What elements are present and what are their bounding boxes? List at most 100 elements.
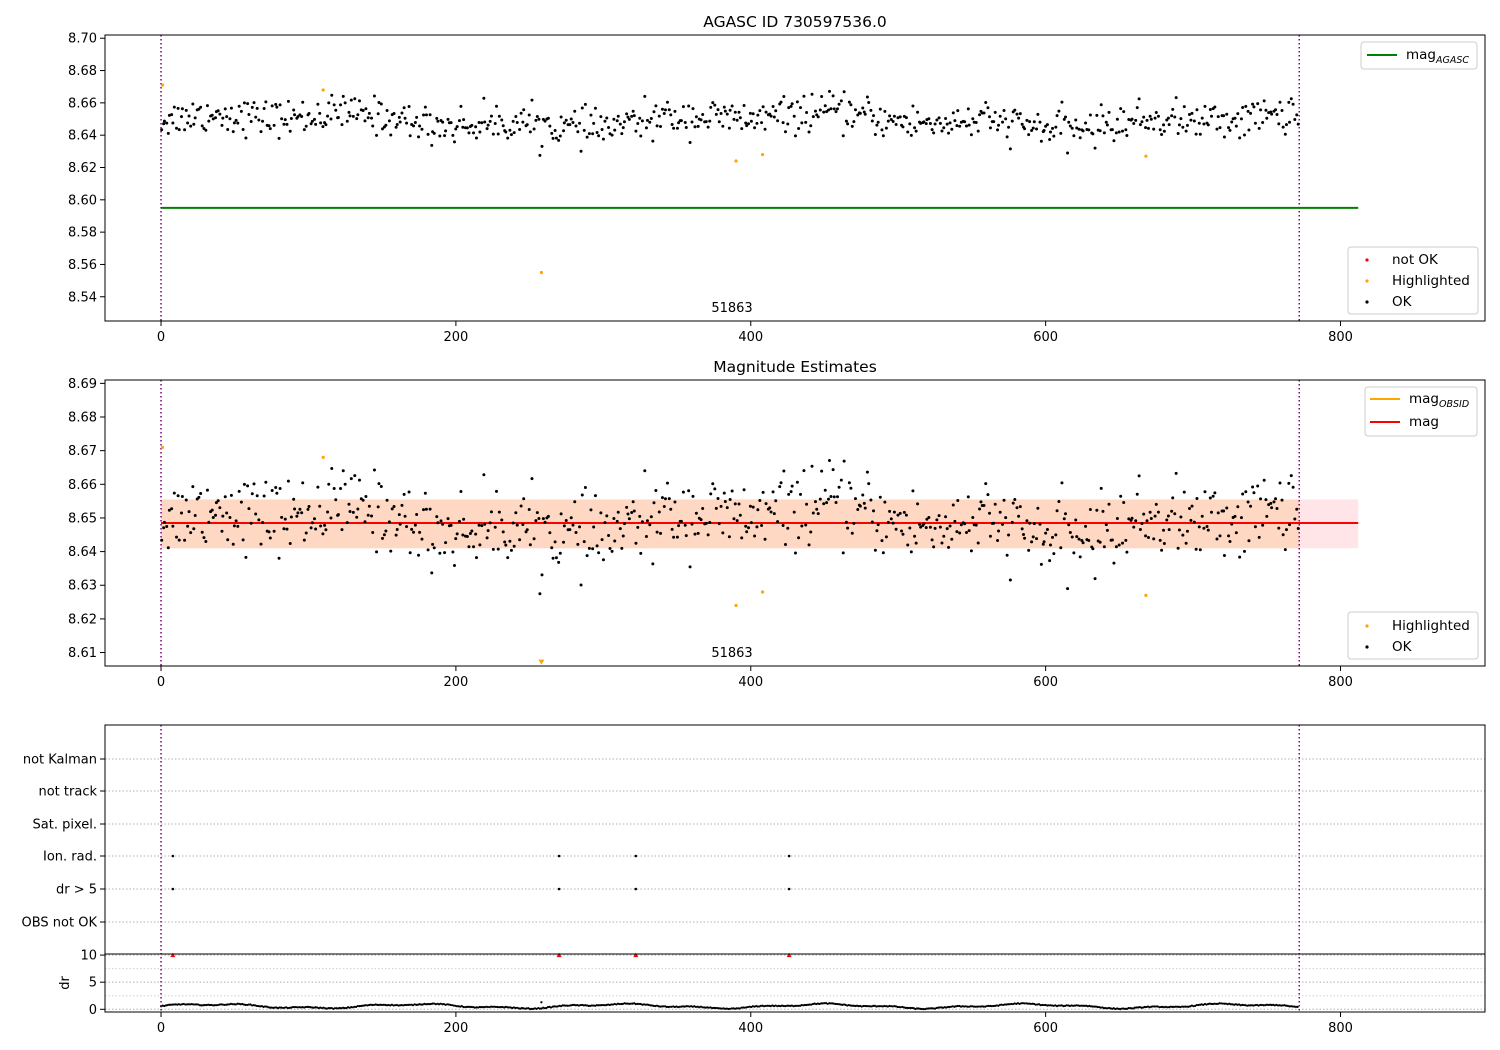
ok-point [673,500,677,504]
ok-point [896,513,900,517]
ok-point [363,119,367,123]
ok-point [334,108,338,112]
highlighted-point [539,270,544,275]
ok-point [589,113,593,117]
ok-point [578,121,582,125]
ok-point [449,523,453,527]
ok-point [966,495,970,499]
ok-point [569,516,573,520]
ok-point [810,464,814,468]
ok-point [424,507,428,511]
dr-point [187,1003,190,1006]
ok-point [1031,535,1035,539]
ok-point [521,120,525,124]
ok-point [945,527,949,531]
ok-point [370,514,374,518]
ok-point [330,467,334,471]
dr-point [834,1002,837,1006]
ok-point [398,120,402,124]
ok-point [501,124,505,128]
dr-point [236,1002,239,1005]
ok-point [292,108,296,112]
dr-point [223,1003,226,1007]
ok-point [1218,126,1222,130]
dr-point [392,1004,395,1007]
dr-point [579,1003,582,1007]
ok-point [1205,525,1209,529]
ok-point [758,498,762,502]
ok-point [930,128,934,132]
ok-point [1182,490,1186,494]
dr-point [823,1002,826,1005]
ok-point [761,490,765,494]
ok-point [951,111,955,115]
ok-point [1179,117,1183,121]
ok-point [911,489,915,493]
dr-point [737,1007,740,1010]
ok-point [1067,523,1071,527]
ok-point [1287,481,1291,485]
ok-point [723,499,727,503]
ok-point [644,126,648,130]
ok-point [457,519,461,523]
ok-point [687,104,691,108]
ok-point [390,507,394,511]
ok-point [681,105,685,109]
dr-point [634,1002,637,1006]
dr-point [224,1003,228,1006]
ok-point [891,521,895,525]
dr-point [720,1007,724,1010]
ok-point [627,517,631,521]
dr-point [192,1003,195,1006]
ok-point [768,506,772,510]
dr-point [920,1007,924,1011]
ok-point [829,107,833,111]
ok-point [749,521,753,525]
ok-point [1200,514,1204,518]
ok-point [852,120,856,124]
ok-point [880,128,884,132]
ok-point [179,511,183,515]
ok-point [1112,139,1116,143]
ok-point [831,468,835,472]
ok-point [832,107,836,111]
ok-point [1259,497,1263,501]
ok-point [841,134,845,138]
dr-point [1246,1004,1249,1007]
ok-point [1074,118,1078,122]
ok-point [370,116,374,120]
ok-point [179,115,183,119]
ok-point [1246,109,1250,113]
ok-point [341,469,345,473]
ok-point [1249,111,1253,115]
ok-point [935,518,939,522]
ok-point [530,98,534,102]
ok-point [1233,116,1237,120]
dr-point [1020,1002,1023,1005]
panel-magnitude-frame [104,379,1486,667]
ok-point [764,110,768,114]
ok-point [914,129,918,133]
ok-point [172,105,176,109]
ok-point [1228,539,1232,543]
ok-point [772,512,776,516]
ok-point [732,517,736,521]
ok-point [681,490,685,494]
dr-point [1103,1007,1106,1010]
ok-point [356,507,360,511]
ok-point [852,521,856,525]
ok-point [1104,120,1108,124]
ok-point [837,102,841,106]
ok-point [532,537,536,541]
ok-point [966,107,970,111]
ok-point [599,115,603,119]
ok-point [525,528,529,532]
ok-point [1125,133,1129,137]
dr-point [883,1004,886,1008]
ok-point [1011,501,1015,505]
ok-point [307,504,311,508]
dr-point [309,1006,312,1009]
dr-point [1288,1005,1291,1008]
ok-point [200,530,204,534]
ok-point [1166,116,1170,120]
